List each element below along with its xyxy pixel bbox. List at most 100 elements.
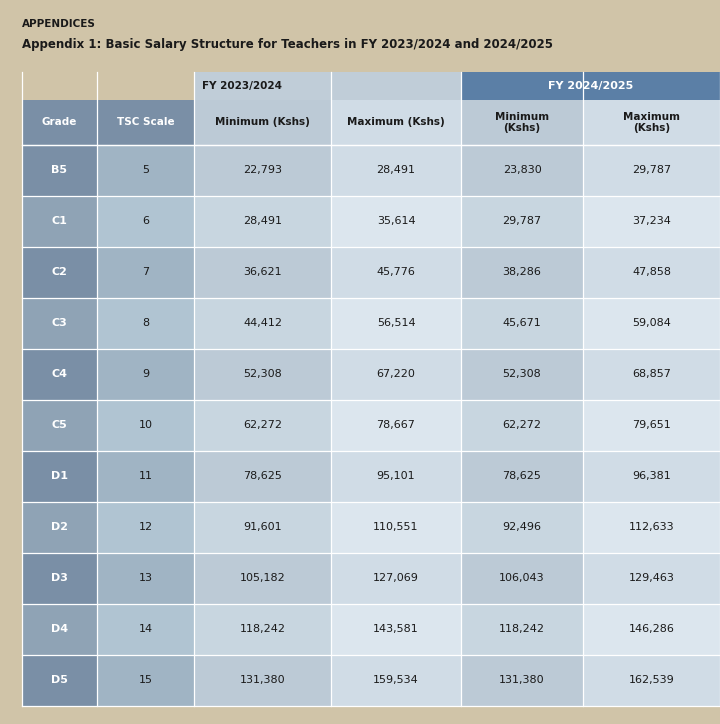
Bar (194, 655, 331, 706)
Bar (583, 247, 720, 298)
Text: 118,242: 118,242 (499, 624, 545, 634)
Bar (194, 553, 331, 604)
Text: 36,621: 36,621 (243, 267, 282, 277)
Text: B5: B5 (51, 165, 68, 175)
Text: 6: 6 (143, 216, 149, 227)
Text: 38,286: 38,286 (503, 267, 541, 277)
Text: D1: D1 (51, 471, 68, 481)
Bar (461, 145, 583, 195)
Text: 131,380: 131,380 (499, 675, 545, 686)
Text: Maximum (Kshs): Maximum (Kshs) (347, 117, 445, 127)
Text: FY 2023/2024: FY 2023/2024 (202, 81, 282, 91)
Text: C1: C1 (51, 216, 68, 227)
Text: 15: 15 (139, 675, 153, 686)
Text: 23,830: 23,830 (503, 165, 541, 175)
Bar (22, 349, 97, 400)
Bar (97, 195, 194, 247)
Bar (461, 72, 720, 100)
Bar (583, 604, 720, 655)
Bar (461, 553, 583, 604)
Text: APPENDICES: APPENDICES (22, 19, 96, 29)
Text: C3: C3 (52, 319, 67, 328)
Bar (331, 100, 461, 145)
Text: 11: 11 (139, 471, 153, 481)
Text: 7: 7 (143, 267, 149, 277)
Bar (22, 247, 97, 298)
Text: 78,667: 78,667 (377, 421, 415, 430)
Bar (461, 195, 583, 247)
Text: 91,601: 91,601 (243, 523, 282, 532)
Text: TSC Scale: TSC Scale (117, 117, 175, 127)
Text: 92,496: 92,496 (503, 523, 541, 532)
Bar (583, 553, 720, 604)
Bar (194, 195, 331, 247)
Text: 10: 10 (139, 421, 153, 430)
Text: 78,625: 78,625 (243, 471, 282, 481)
Bar (97, 247, 194, 298)
Text: 118,242: 118,242 (240, 624, 286, 634)
Bar (331, 400, 461, 451)
Text: 52,308: 52,308 (503, 369, 541, 379)
Text: D5: D5 (51, 675, 68, 686)
Bar (583, 400, 720, 451)
Bar (194, 72, 461, 100)
Bar (331, 604, 461, 655)
Bar (22, 451, 97, 502)
Text: 29,787: 29,787 (503, 216, 541, 227)
Bar (331, 502, 461, 553)
Bar (461, 298, 583, 349)
Text: 62,272: 62,272 (503, 421, 541, 430)
Bar (22, 195, 97, 247)
Bar (461, 655, 583, 706)
Bar (194, 451, 331, 502)
Text: 5: 5 (143, 165, 149, 175)
Bar (331, 298, 461, 349)
Text: Minimum
(Kshs): Minimum (Kshs) (495, 111, 549, 133)
Text: D4: D4 (51, 624, 68, 634)
Bar (583, 100, 720, 145)
Text: 13: 13 (139, 573, 153, 584)
Text: 159,534: 159,534 (373, 675, 419, 686)
Text: 29,787: 29,787 (632, 165, 671, 175)
Bar (583, 195, 720, 247)
Bar (97, 451, 194, 502)
Bar (461, 100, 583, 145)
Bar (583, 298, 720, 349)
Bar (22, 502, 97, 553)
Text: 95,101: 95,101 (377, 471, 415, 481)
Bar (331, 145, 461, 195)
Bar (461, 400, 583, 451)
Text: Maximum
(Kshs): Maximum (Kshs) (623, 111, 680, 133)
Bar (22, 655, 97, 706)
Text: C4: C4 (51, 369, 68, 379)
Text: D3: D3 (51, 573, 68, 584)
Text: 78,625: 78,625 (503, 471, 541, 481)
Bar (194, 247, 331, 298)
Bar (583, 655, 720, 706)
Text: C5: C5 (52, 421, 67, 430)
Bar (461, 502, 583, 553)
Text: 129,463: 129,463 (629, 573, 675, 584)
Text: 59,084: 59,084 (632, 319, 671, 328)
Bar (97, 145, 194, 195)
Text: Appendix 1: Basic Salary Structure for Teachers in FY 2023/2024 and 2024/2025: Appendix 1: Basic Salary Structure for T… (22, 38, 553, 51)
Bar (331, 349, 461, 400)
Bar (331, 195, 461, 247)
Text: 45,671: 45,671 (503, 319, 541, 328)
Text: 105,182: 105,182 (240, 573, 286, 584)
Bar (22, 298, 97, 349)
Bar (583, 349, 720, 400)
Text: 37,234: 37,234 (632, 216, 671, 227)
Bar (97, 502, 194, 553)
Bar (331, 247, 461, 298)
Bar (331, 553, 461, 604)
Text: FY 2024/2025: FY 2024/2025 (548, 81, 633, 91)
Bar (97, 298, 194, 349)
Text: 35,614: 35,614 (377, 216, 415, 227)
Bar (194, 100, 331, 145)
Text: 131,380: 131,380 (240, 675, 286, 686)
Text: C2: C2 (51, 267, 68, 277)
Text: 127,069: 127,069 (373, 573, 419, 584)
Text: 79,651: 79,651 (632, 421, 671, 430)
Text: 28,491: 28,491 (377, 165, 415, 175)
